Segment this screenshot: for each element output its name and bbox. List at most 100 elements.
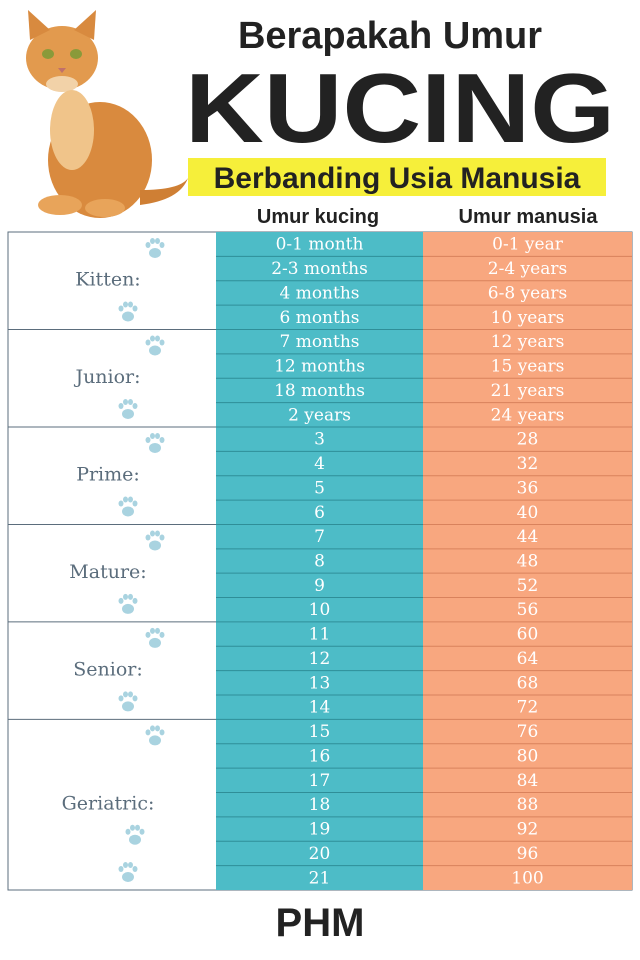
human-age: 2-4 years	[488, 259, 567, 279]
group-label: Senior:	[73, 659, 143, 681]
cat-age: 9	[314, 576, 325, 596]
human-age: 0-1 year	[492, 235, 564, 255]
human-age: 100	[511, 868, 543, 888]
human-age: 56	[517, 600, 539, 620]
cat-age: 8	[314, 552, 325, 572]
cat-illustration	[26, 10, 188, 218]
paw-pad	[122, 506, 134, 517]
paw-icon	[118, 398, 138, 419]
paw-pad	[122, 872, 134, 882]
cat-age: 17	[309, 771, 331, 791]
cat-age: 4	[314, 454, 325, 474]
human-age: 60	[517, 625, 539, 645]
human-age: 28	[517, 430, 539, 450]
paw-toe	[145, 729, 151, 736]
cat-age: 12	[309, 649, 331, 669]
paw-icon	[118, 301, 138, 322]
paw-toe	[155, 725, 160, 732]
cat-age: 16	[309, 746, 331, 766]
cat-age: 13	[309, 673, 331, 693]
human-age: 48	[517, 552, 539, 572]
paw-toe	[150, 725, 155, 732]
cat-age: 7	[314, 527, 325, 547]
paw-toe	[123, 496, 128, 503]
cat-age: 18	[309, 795, 331, 815]
paw-toe	[135, 824, 140, 831]
paw-pad	[129, 834, 141, 845]
column-header: Umur kucing	[257, 206, 379, 228]
paw-toe	[155, 530, 160, 537]
human-age: 6-8 years	[488, 283, 567, 303]
human-age: 32	[517, 454, 539, 474]
paw-toe	[150, 335, 155, 342]
paw-toe	[159, 436, 165, 443]
paw-icon	[125, 824, 145, 845]
human-column	[423, 232, 632, 890]
cat-age: 7 months	[279, 332, 359, 352]
human-age: 24 years	[491, 405, 565, 425]
paw-icon	[145, 627, 165, 648]
cat-age: 21	[309, 868, 331, 888]
paw-toe	[118, 866, 124, 872]
paw-toe	[118, 305, 124, 312]
paw-toe	[145, 242, 151, 248]
human-age: 64	[517, 649, 539, 669]
paw-toe	[155, 627, 160, 634]
paw-toe	[123, 691, 128, 698]
paw-toe	[118, 695, 124, 702]
cat-age: 6 months	[279, 308, 359, 328]
cat-age: 11	[309, 625, 331, 645]
group-label: Prime:	[76, 464, 140, 486]
paw-icon	[145, 530, 165, 551]
human-age: 40	[517, 503, 539, 523]
paw-toe	[130, 824, 135, 831]
human-age: 10 years	[491, 308, 565, 328]
paw-toe	[139, 828, 145, 835]
paw-toe	[132, 402, 138, 409]
cat-age: 10	[309, 600, 331, 620]
cat-age: 12 months	[274, 357, 365, 377]
human-age: 96	[517, 844, 539, 864]
column-header: Umur manusia	[459, 206, 599, 228]
paw-icon	[145, 335, 165, 356]
cat-age: 6	[314, 503, 325, 523]
paw-icon	[118, 862, 138, 882]
paw-icon	[118, 593, 138, 614]
paw-toe	[150, 432, 155, 439]
cat-age: 3	[314, 430, 325, 450]
paw-toe	[128, 496, 133, 503]
cat-column	[216, 232, 423, 890]
paw-pad	[149, 637, 161, 648]
paw-toe	[155, 238, 160, 244]
paw-toe	[145, 436, 151, 443]
subtitle-highlight	[188, 158, 606, 196]
paw-toe	[145, 339, 151, 346]
paw-toe	[128, 398, 133, 405]
cat-age: 14	[309, 698, 331, 718]
paw-toe	[132, 597, 138, 604]
cat-age: 2 years	[288, 405, 351, 425]
paw-toe	[118, 402, 124, 409]
paw-toe	[128, 593, 133, 600]
paw-toe	[150, 238, 155, 244]
group-label: Mature:	[69, 561, 146, 583]
paw-toe	[159, 534, 165, 541]
paw-toe	[128, 301, 133, 308]
paw-icon	[118, 496, 138, 517]
main-title: KUCING	[185, 53, 615, 163]
paw-toe	[145, 534, 151, 541]
paw-toe	[132, 500, 138, 507]
paw-toe	[123, 862, 128, 868]
human-age: 92	[517, 820, 539, 840]
group-label: Junior:	[73, 366, 140, 388]
cat-age: 19	[309, 820, 331, 840]
table: Kitten: 0-1 month 0-1 year 2-3 months 2-4 ye…	[7, 231, 633, 891]
cat-age: 15	[309, 722, 331, 742]
group-label: Geriatric:	[62, 793, 155, 815]
paw-pad	[122, 408, 134, 419]
human-age: 12 years	[491, 332, 565, 352]
paw-toe	[118, 597, 124, 604]
paw-icon	[145, 238, 165, 258]
paw-icon	[145, 725, 165, 746]
human-age: 21 years	[491, 381, 565, 401]
